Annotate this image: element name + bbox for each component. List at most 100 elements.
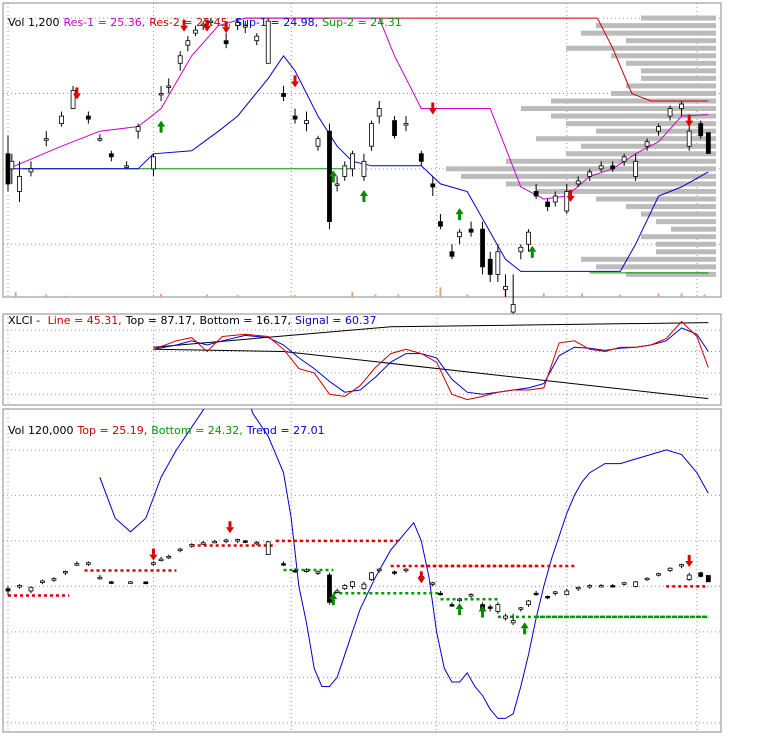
candle-body <box>686 130 692 147</box>
trend-line <box>99 409 709 719</box>
candle-body <box>265 541 271 555</box>
buy-arrow-shaft <box>481 611 485 618</box>
sell-arrow-shaft <box>293 75 297 82</box>
volume-profile-bar <box>566 45 716 51</box>
candle-body <box>495 604 501 612</box>
candle-body <box>361 583 367 590</box>
candle-body <box>418 153 424 162</box>
candle-body <box>315 138 321 147</box>
legend-item: Top = 87.17, <box>125 314 196 327</box>
candle-body <box>254 35 260 42</box>
legend-item: Sup-1 = 24.98, <box>235 16 318 29</box>
candle-body <box>28 168 34 173</box>
candle-body <box>376 568 382 572</box>
volume-profile-bar <box>506 181 716 187</box>
candle-body <box>518 607 524 610</box>
candle-body <box>369 123 374 147</box>
sell-arrow-shaft <box>224 21 228 28</box>
candle-body <box>189 544 195 547</box>
candle-body <box>552 591 558 594</box>
top-line <box>153 322 709 348</box>
volume-bar <box>64 295 67 297</box>
candle-body <box>43 138 49 141</box>
candle-body <box>265 20 271 64</box>
sell-arrow-icon <box>417 577 426 584</box>
candle-body <box>369 572 374 580</box>
candle-body <box>533 191 539 197</box>
volume-profile-bar <box>521 106 716 112</box>
candle-body <box>292 115 298 120</box>
volume-profile-bar <box>551 113 716 119</box>
volume-bar <box>397 294 400 297</box>
candle-body <box>449 604 455 607</box>
candle-body <box>9 160 15 170</box>
candle-body <box>495 251 501 275</box>
volume-bar <box>680 293 683 297</box>
buy-arrow-shaft <box>530 251 534 258</box>
candle-body <box>40 580 45 583</box>
candle-body <box>193 29 198 34</box>
volume-bar <box>14 292 17 297</box>
legend-row: Vol 120,000 Top = 25.19, Bottom = 24.32, Tr… <box>8 424 325 437</box>
sell-arrow-icon <box>566 195 575 202</box>
candle-body <box>487 258 493 275</box>
sell-arrow-shaft <box>431 102 435 109</box>
candle-body <box>342 165 348 177</box>
candle-body <box>403 568 409 572</box>
sell-arrow-icon <box>222 27 231 34</box>
candle-body <box>166 85 172 88</box>
sell-arrow-shaft <box>687 114 691 121</box>
volume-bar <box>374 294 377 297</box>
candle-body <box>667 108 673 117</box>
price-panel: Vol 1,200 Res-1 = 25.36, Res-2 = 25.45, Sup… <box>2 2 722 320</box>
volume-bar <box>160 294 163 297</box>
panel-frame <box>2 313 722 406</box>
volume-profile-bar <box>656 219 716 225</box>
candle-body <box>518 246 524 253</box>
sell-arrow-shaft <box>75 87 79 94</box>
volume-profile-bar <box>611 90 716 96</box>
buy-arrow-shaft <box>458 214 462 221</box>
buy-arrow-shaft <box>523 628 527 635</box>
candle-body <box>487 606 493 609</box>
candle-body <box>430 183 436 188</box>
oscillator-line <box>153 320 709 401</box>
candle-body <box>656 126 661 132</box>
buy-arrow-icon <box>478 605 487 612</box>
buy-arrow-icon <box>157 120 166 127</box>
bottom-line <box>153 348 709 400</box>
volume-profile-bar <box>626 60 716 66</box>
volume-profile-bar <box>641 234 716 240</box>
candle-body <box>644 141 650 147</box>
candle-body <box>686 574 692 580</box>
volume-profile-bar <box>611 53 716 59</box>
volume-bar <box>45 294 48 297</box>
volume-profile-bar <box>566 151 716 157</box>
candle-body <box>342 585 348 590</box>
volume-bar <box>581 293 584 297</box>
candle-body <box>158 558 164 562</box>
candle-body <box>468 594 474 597</box>
legend-item: Top = 25.19, <box>76 424 147 437</box>
candle-body <box>403 123 409 126</box>
volume-bar <box>703 294 706 297</box>
candle-body <box>510 620 516 624</box>
candle-body <box>223 40 229 45</box>
sell-arrow-shaft <box>151 548 155 555</box>
candle-body <box>633 581 639 587</box>
legend-item: Res-2 = 25.45, <box>149 16 231 29</box>
volume-profile-bar <box>596 23 716 29</box>
candle-body <box>242 540 248 543</box>
candle-body <box>468 228 474 233</box>
legend-item: Signal = 60.37 <box>295 314 377 327</box>
volume-profile-bar <box>536 188 716 194</box>
candle-body <box>667 567 673 571</box>
candle-body <box>376 108 382 117</box>
candle-body <box>166 555 172 559</box>
candle-body <box>315 571 321 574</box>
volume-profile-bar <box>626 38 716 44</box>
buy-arrow-shaft <box>331 176 335 183</box>
candle-body <box>124 165 130 168</box>
legend-row: XLCI - Line = 45.31, Top = 87.17, Bottom =… <box>8 314 377 327</box>
candle-body <box>656 573 661 576</box>
